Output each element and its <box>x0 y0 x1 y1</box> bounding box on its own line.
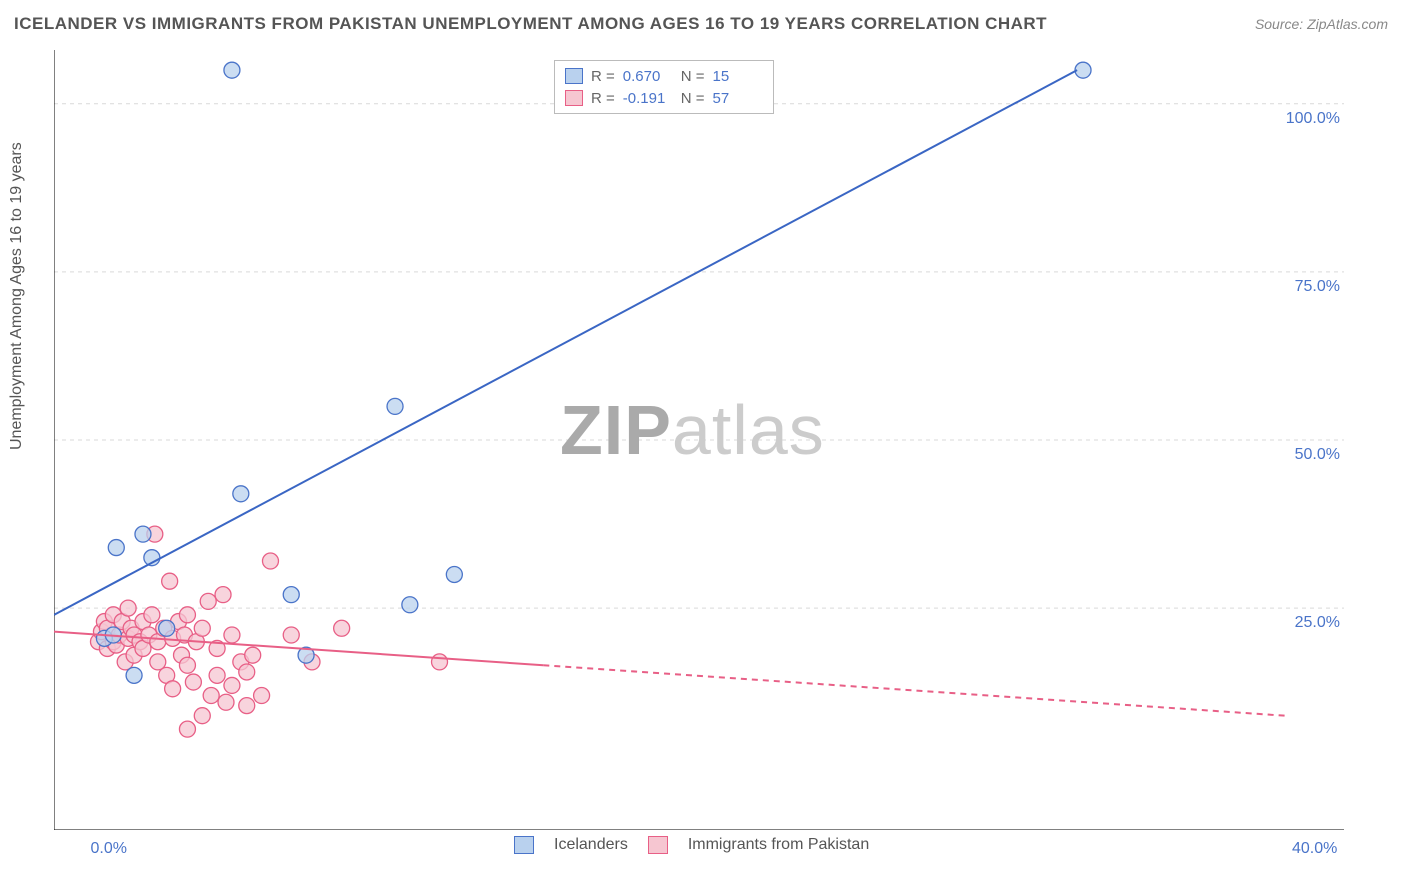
data-point-pakistan <box>165 681 181 697</box>
data-point-pakistan <box>179 607 195 623</box>
data-point-icelanders <box>159 620 175 636</box>
data-point-pakistan <box>179 721 195 737</box>
y-tick-label: 75.0% <box>1280 278 1340 296</box>
correlation-legend: R = 0.670 N = 15 R = -0.191 N = 57 <box>554 60 774 114</box>
data-point-icelanders <box>402 597 418 613</box>
data-point-pakistan <box>218 694 234 710</box>
data-point-pakistan <box>432 654 448 670</box>
data-point-pakistan <box>144 607 160 623</box>
n-value-pakistan: 57 <box>713 90 763 107</box>
x-origin-label: 0.0% <box>90 840 126 858</box>
legend-swatch-icelanders <box>565 68 583 84</box>
data-point-pakistan <box>162 573 178 589</box>
r-value-pakistan: -0.191 <box>623 90 673 107</box>
data-point-icelanders <box>446 566 462 582</box>
series-swatch-icelanders <box>514 836 534 854</box>
data-point-pakistan <box>262 553 278 569</box>
data-point-pakistan <box>203 688 219 704</box>
data-point-icelanders <box>283 587 299 603</box>
data-point-pakistan <box>194 708 210 724</box>
data-point-icelanders <box>1075 62 1091 78</box>
data-point-pakistan <box>120 600 136 616</box>
data-point-pakistan <box>254 688 270 704</box>
series-swatch-pakistan <box>648 836 668 854</box>
data-point-pakistan <box>245 647 261 663</box>
data-point-pakistan <box>283 627 299 643</box>
trend-line-icelanders <box>54 70 1077 615</box>
chart-title: ICELANDER VS IMMIGRANTS FROM PAKISTAN UN… <box>14 14 1047 34</box>
data-point-pakistan <box>239 664 255 680</box>
n-label: N = <box>681 68 705 85</box>
data-point-pakistan <box>215 587 231 603</box>
data-point-pakistan <box>185 674 201 690</box>
y-tick-label: 50.0% <box>1280 446 1340 464</box>
data-point-icelanders <box>387 398 403 414</box>
legend-row-icelanders: R = 0.670 N = 15 <box>565 65 763 87</box>
series-label-icelanders: Icelanders <box>554 836 628 854</box>
data-point-icelanders <box>233 486 249 502</box>
chart-container: { "title": "ICELANDER VS IMMIGRANTS FROM… <box>0 0 1406 892</box>
series-legend: Icelanders Immigrants from Pakistan <box>514 836 869 854</box>
data-point-icelanders <box>108 540 124 556</box>
data-point-pakistan <box>224 677 240 693</box>
y-tick-label: 25.0% <box>1280 614 1340 632</box>
legend-swatch-pakistan <box>565 90 583 106</box>
data-point-pakistan <box>200 593 216 609</box>
y-tick-label: 100.0% <box>1280 110 1340 128</box>
r-value-icelanders: 0.670 <box>623 68 673 85</box>
plot-area <box>54 50 1344 830</box>
r-label: R = <box>591 90 615 107</box>
data-point-pakistan <box>239 698 255 714</box>
n-label: N = <box>681 90 705 107</box>
source-attribution: Source: ZipAtlas.com <box>1255 16 1388 32</box>
data-point-pakistan <box>179 657 195 673</box>
data-point-icelanders <box>224 62 240 78</box>
series-label-pakistan: Immigrants from Pakistan <box>688 836 869 854</box>
data-point-icelanders <box>135 526 151 542</box>
data-point-pakistan <box>224 627 240 643</box>
n-value-icelanders: 15 <box>713 68 763 85</box>
data-point-icelanders <box>126 667 142 683</box>
data-point-pakistan <box>334 620 350 636</box>
data-point-pakistan <box>194 620 210 636</box>
r-label: R = <box>591 68 615 85</box>
data-point-pakistan <box>209 667 225 683</box>
x-max-label: 40.0% <box>1292 840 1337 858</box>
y-axis-label: Unemployment Among Ages 16 to 19 years <box>8 142 26 450</box>
trend-line-dashed-pakistan <box>543 665 1284 715</box>
legend-row-pakistan: R = -0.191 N = 57 <box>565 87 763 109</box>
